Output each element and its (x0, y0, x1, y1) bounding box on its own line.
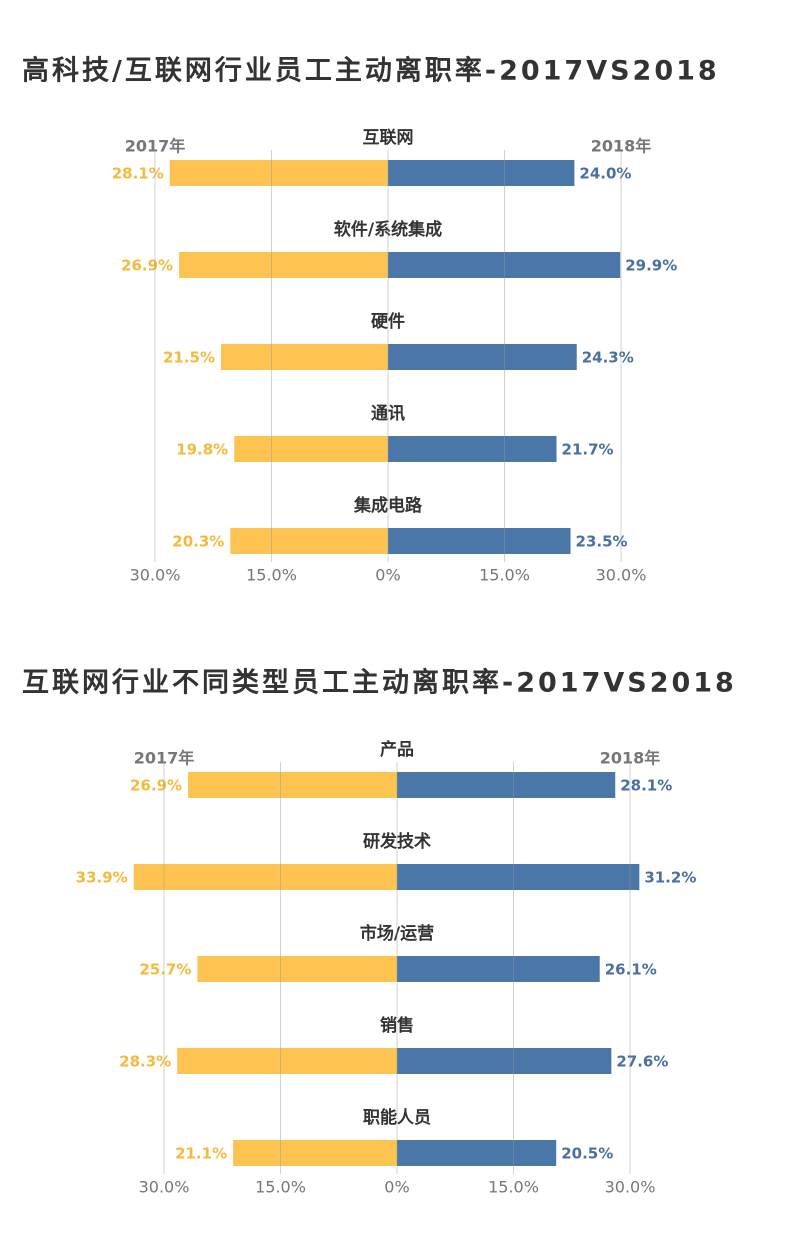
x-tick-label: 30.0% (605, 1178, 656, 1197)
category-label: 研发技术 (363, 831, 431, 852)
bar (177, 1048, 397, 1074)
bar (197, 956, 397, 982)
category-label: 硬件 (371, 311, 405, 332)
value-label: 29.9% (625, 257, 677, 275)
bar (397, 1048, 612, 1074)
value-label: 25.7% (139, 961, 191, 979)
category-label: 产品 (380, 739, 414, 760)
category-label: 销售 (380, 1015, 414, 1036)
bar (397, 864, 640, 890)
x-tick-label: 30.0% (130, 566, 181, 585)
x-tick-label: 15.0% (479, 566, 530, 585)
legend-label: 2018年 (600, 749, 661, 768)
value-label: 23.5% (576, 533, 628, 551)
bar (234, 436, 388, 462)
value-label: 21.1% (175, 1145, 227, 1163)
bar (388, 436, 557, 462)
legend-label: 2017年 (125, 137, 186, 156)
category-label: 互联网 (363, 128, 414, 148)
value-label: 21.7% (562, 441, 614, 459)
bar (169, 160, 388, 186)
bar (233, 1140, 397, 1166)
legend-label: 2017年 (134, 749, 195, 768)
value-label: 21.5% (163, 349, 215, 367)
bar (230, 528, 388, 554)
x-tick-label: 15.0% (255, 1178, 306, 1197)
value-label: 33.9% (76, 869, 128, 887)
x-tick-label: 15.0% (246, 566, 297, 585)
bar (397, 1140, 557, 1166)
value-label: 24.3% (582, 349, 634, 367)
category-label: 职能人员 (363, 1107, 431, 1128)
value-label: 26.9% (121, 257, 173, 275)
value-label: 28.1% (620, 777, 672, 795)
value-label: 28.3% (119, 1053, 171, 1071)
chart-title: 高科技/互联网行业员工主动离职率-2017VS2018 (22, 55, 720, 87)
value-label: 27.6% (616, 1053, 668, 1071)
category-label: 市场/运营 (360, 923, 434, 944)
value-label: 28.1% (112, 165, 164, 183)
x-tick-label: 30.0% (596, 566, 647, 585)
bar (397, 956, 600, 982)
category-label: 软件/系统集成 (334, 219, 442, 240)
category-label: 集成电路 (353, 495, 423, 516)
category-label: 通讯 (371, 404, 405, 424)
bar (133, 864, 397, 890)
x-tick-label: 15.0% (488, 1178, 539, 1197)
value-label: 20.5% (561, 1145, 613, 1163)
bar (388, 528, 571, 554)
bar (397, 772, 616, 798)
value-label: 26.9% (130, 777, 182, 795)
legend-label: 2018年 (591, 137, 652, 156)
x-tick-label: 0% (375, 566, 400, 585)
bar (388, 160, 575, 186)
bar (388, 344, 577, 370)
bar (388, 252, 621, 278)
bar (221, 344, 388, 370)
value-label: 24.0% (579, 165, 631, 183)
value-label: 19.8% (176, 441, 228, 459)
bar (188, 772, 397, 798)
chart-title: 互联网行业不同类型员工主动离职率-2017VS2018 (22, 667, 737, 699)
value-label: 31.2% (644, 869, 696, 887)
x-tick-label: 30.0% (139, 1178, 190, 1197)
value-label: 20.3% (172, 533, 224, 551)
bar (179, 252, 388, 278)
value-label: 26.1% (605, 961, 657, 979)
x-tick-label: 0% (384, 1178, 409, 1197)
